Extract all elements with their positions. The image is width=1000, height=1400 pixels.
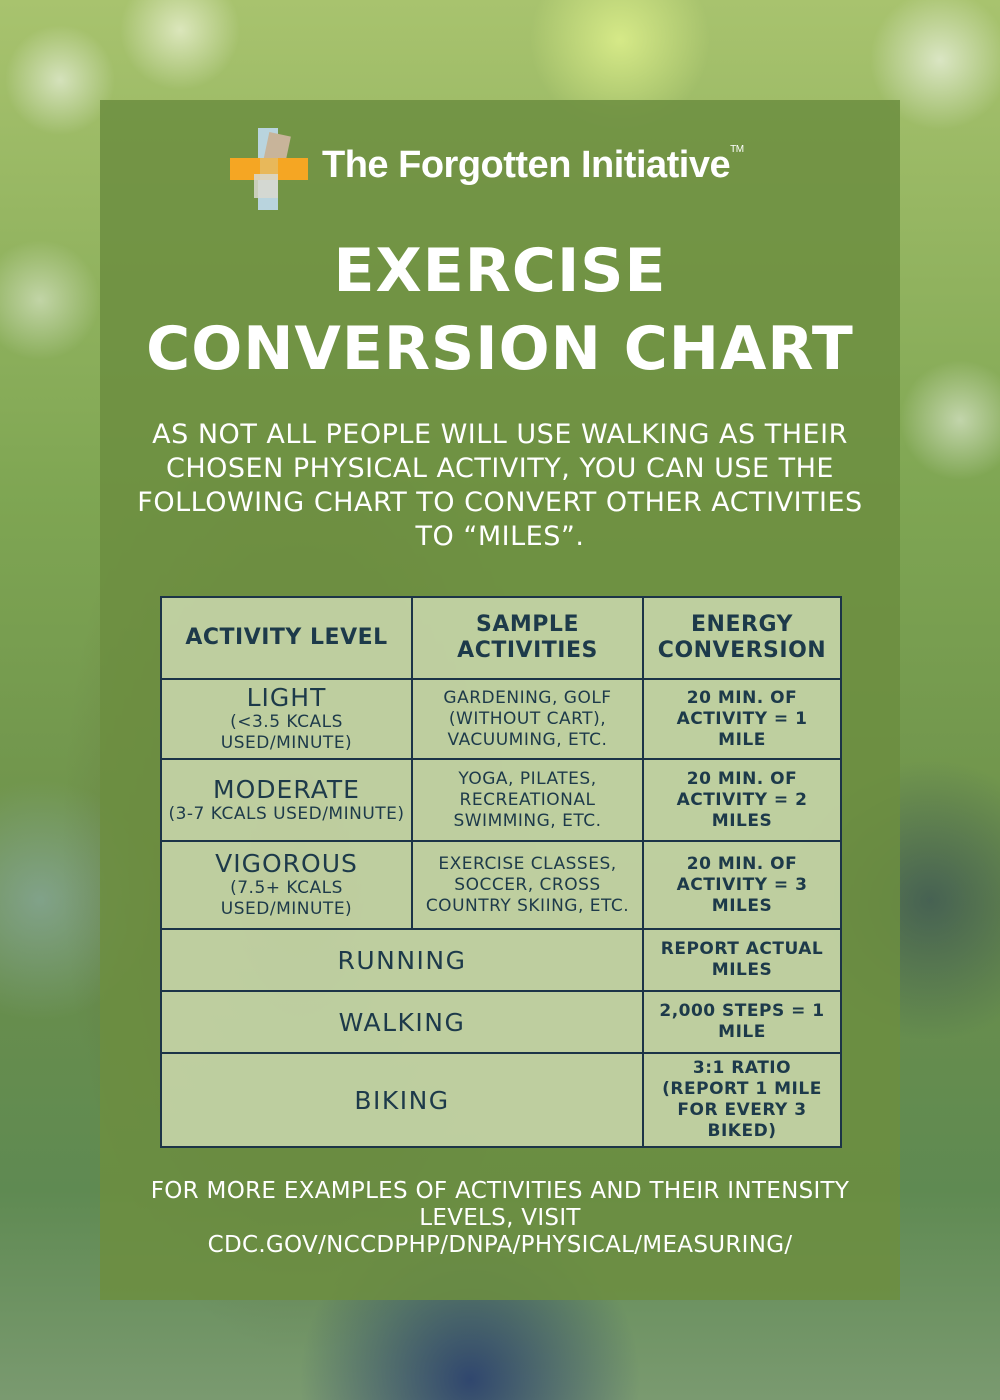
level-name: MODERATE (213, 774, 360, 804)
sample-activities-cell: EXERCISE CLASSES, SOCCER, CROSS COUNTRY … (411, 840, 644, 930)
activity-name-walking: WALKING (160, 990, 644, 1054)
intro-text: AS NOT ALL PEOPLE WILL USE WALKING AS TH… (137, 419, 863, 552)
table-row: VIGOROUS (7.5+ KCALS USED/MINUTE) EXERCI… (160, 840, 842, 930)
title-line-1: EXERCISE (333, 236, 667, 306)
level-detail: (<3.5 KCALS USED/MINUTE) (220, 712, 353, 753)
page-title: EXERCISE CONVERSION CHART (100, 232, 900, 388)
level-cell: VIGOROUS (7.5+ KCALS USED/MINUTE) (160, 840, 413, 930)
sample-activities-cell: YOGA, PILATES, RECREATIONAL SWIMMING, ET… (411, 758, 644, 842)
logo-cross-icon (230, 128, 308, 210)
table-row: BIKING 3:1 RATIO (REPORT 1 MILE FOR EVER… (160, 1052, 842, 1148)
level-name: VIGOROUS (215, 849, 358, 878)
level-detail: (3-7 KCALS USED/MINUTE) (168, 803, 405, 824)
level-name: LIGHT (246, 683, 327, 712)
trademark-mark: TM (730, 144, 744, 155)
logo-name: The Forgotten Initiative (322, 144, 731, 186)
conversion-table: ACTIVITY LEVEL SAMPLE ACTIVITIES ENERGY … (160, 596, 842, 1148)
sample-activities-cell: GARDENING, GOLF (WITHOUT CART), VACUUMIN… (411, 678, 644, 760)
conversion-cell: 20 MIN. OF ACTIVITY = 3 MILES (642, 840, 842, 930)
table-row: LIGHT (<3.5 KCALS USED/MINUTE) GARDENING… (160, 678, 842, 760)
footer-text: FOR MORE EXAMPLES OF ACTIVITIES AND THEI… (150, 1178, 850, 1231)
cdc-link[interactable]: CDC.GOV/NCCDPHP/DNPA/PHYSICAL/MEASURING/ (207, 1232, 793, 1258)
title-line-2: CONVERSION CHART (146, 314, 854, 384)
conversion-cell: 2,000 STEPS = 1 MILE (642, 990, 842, 1054)
table-header-row: ACTIVITY LEVEL SAMPLE ACTIVITIES ENERGY … (160, 596, 842, 680)
conversion-cell: REPORT ACTUAL MILES (642, 928, 842, 992)
header-energy-conversion: ENERGY CONVERSION (642, 596, 842, 680)
level-detail: (7.5+ KCALS USED/MINUTE) (220, 878, 353, 919)
conversion-cell: 20 MIN. OF ACTIVITY = 2 MILES (642, 758, 842, 842)
level-cell: MODERATE (3-7 KCALS USED/MINUTE) (160, 758, 413, 842)
activity-name-running: RUNNING (160, 928, 644, 992)
table-row: RUNNING REPORT ACTUAL MILES (160, 928, 842, 992)
logo-wordmark: The Forgotten InitiativeTM (322, 144, 744, 187)
conversion-cell: 3:1 RATIO (REPORT 1 MILE FOR EVERY 3 BIK… (642, 1052, 842, 1148)
conversion-cell: 20 MIN. OF ACTIVITY = 1 MILE (642, 678, 842, 760)
logo: The Forgotten InitiativeTM (230, 128, 790, 210)
activity-name-biking: BIKING (160, 1052, 644, 1148)
level-cell: LIGHT (<3.5 KCALS USED/MINUTE) (160, 678, 413, 760)
table-row: MODERATE (3-7 KCALS USED/MINUTE) YOGA, P… (160, 758, 842, 842)
table-row: WALKING 2,000 STEPS = 1 MILE (160, 990, 842, 1054)
footer-note: FOR MORE EXAMPLES OF ACTIVITIES AND THEI… (120, 1178, 880, 1259)
header-sample-activities: SAMPLE ACTIVITIES (411, 596, 644, 680)
header-activity-level: ACTIVITY LEVEL (160, 596, 413, 680)
